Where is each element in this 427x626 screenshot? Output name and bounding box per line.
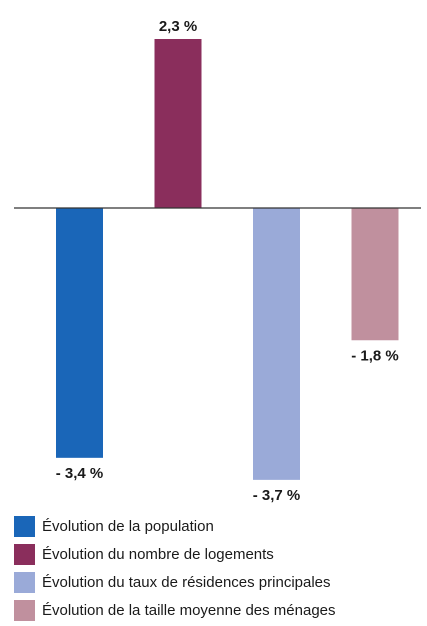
- legend-item-3: Évolution du taux de résidences principa…: [14, 568, 336, 596]
- legend-item-1: Évolution de la population: [14, 512, 336, 540]
- value-labels-group: - 3,4 % 2,3 % - 3,7 % - 1,8 %: [56, 18, 399, 504]
- legend: Évolution de la population Évolution du n…: [14, 512, 336, 624]
- legend-swatch: [14, 571, 35, 593]
- legend-label: Évolution de la taille moyenne des ménag…: [42, 601, 336, 619]
- bar-chart: - 3,4 % 2,3 % - 3,7 % - 1,8 %: [14, 18, 421, 504]
- bar-4: [351, 208, 399, 341]
- legend-item-2: Évolution du nombre de logements: [14, 540, 336, 568]
- legend-swatch: [14, 515, 35, 537]
- value-label-3: - 3,7 %: [253, 487, 301, 504]
- bars-group: [56, 39, 399, 480]
- legend-swatch: [14, 543, 35, 565]
- bar-2: [154, 39, 202, 208]
- legend-item-4: Évolution de la taille moyenne des ménag…: [14, 596, 336, 624]
- legend-label: Évolution du taux de résidences principa…: [42, 573, 331, 591]
- value-label-4: - 1,8 %: [351, 347, 399, 364]
- value-label-2: 2,3 %: [159, 18, 197, 35]
- legend-label: Évolution de la population: [42, 517, 214, 535]
- legend-swatch: [14, 599, 35, 621]
- bar-1: [56, 208, 103, 458]
- value-label-1: - 3,4 %: [56, 465, 104, 482]
- bar-3: [253, 208, 300, 480]
- legend-label: Évolution du nombre de logements: [42, 545, 274, 563]
